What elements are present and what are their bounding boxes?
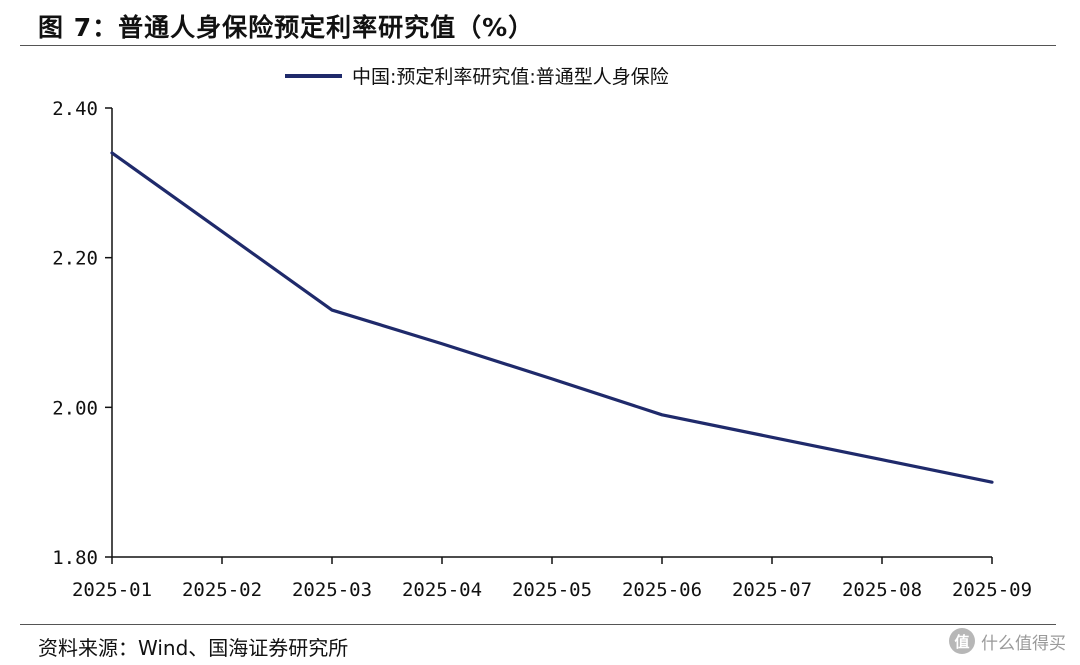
y-tick-label: 2.00	[52, 397, 98, 419]
y-tick-label: 1.80	[52, 547, 98, 569]
source-rule	[20, 624, 1056, 625]
x-tick-label: 2025-01	[72, 579, 152, 601]
watermark: 值 什么值得买	[949, 628, 1066, 654]
chart-legend: 中国:预定利率研究值:普通型人身保险	[285, 66, 669, 88]
watermark-logo-icon: 值	[949, 628, 975, 654]
line-chart: 中国:预定利率研究值:普通型人身保险 1.80 2.00 2.20 2.40 2025-…	[52, 66, 1032, 601]
figure-title: 图 7：普通人身保险预定利率研究值（%）	[38, 13, 535, 42]
x-tick-label: 2025-05	[512, 579, 592, 601]
x-tick-label: 2025-04	[402, 579, 482, 601]
x-tick-label: 2025-07	[732, 579, 812, 601]
series-line	[110, 151, 994, 484]
y-tick-label: 2.40	[52, 98, 98, 120]
x-tick-label: 2025-09	[952, 579, 1032, 601]
watermark-text: 什么值得买	[981, 633, 1066, 654]
x-tick-label: 2025-08	[842, 579, 922, 601]
y-tick-label: 2.20	[52, 248, 98, 270]
chart-series	[110, 151, 994, 484]
x-tick-label: 2025-02	[182, 579, 262, 601]
x-tick-label: 2025-06	[622, 579, 702, 601]
x-tick-label: 2025-03	[292, 579, 372, 601]
legend-label: 中国:预定利率研究值:普通型人身保险	[352, 66, 669, 88]
title-rule	[20, 45, 1056, 46]
chart-axes: 1.80 2.00 2.20 2.40 2025-01 2025-02 2025-03 202…	[52, 98, 1032, 601]
source-note: 资料来源：Wind、国海证券研究所	[38, 636, 349, 660]
